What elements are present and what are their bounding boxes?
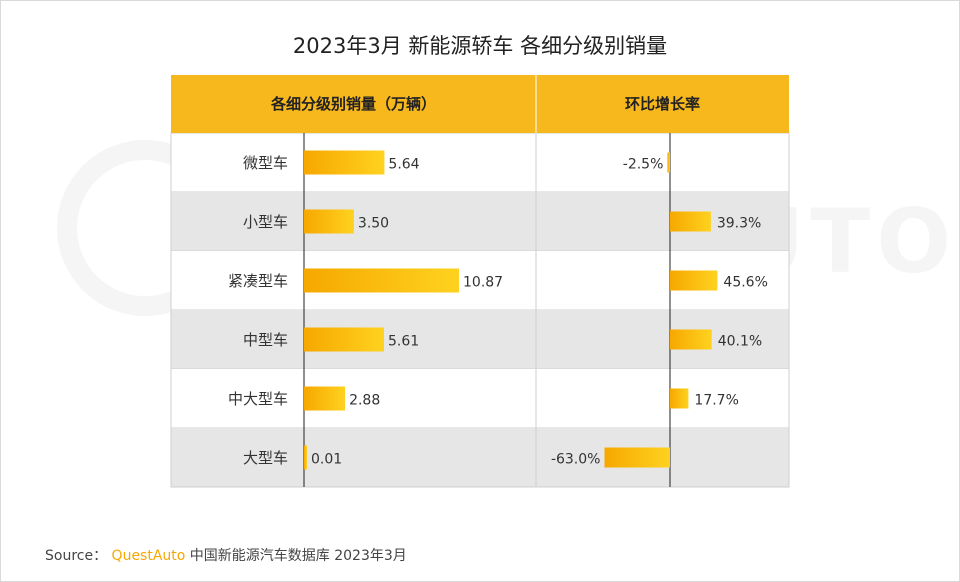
sales-bar (304, 445, 307, 470)
category-label: 中型车 (243, 331, 288, 349)
category-label: 大型车 (243, 449, 288, 467)
growth-bar (670, 270, 718, 291)
category-label: 紧凑型车 (228, 272, 288, 290)
table-row (171, 428, 789, 487)
source-brand: QuestAuto (111, 548, 186, 564)
growth-value-label: -2.5% (623, 157, 664, 173)
growth-bar (670, 211, 711, 232)
sales-bar (304, 327, 384, 352)
sales-bar (304, 386, 346, 411)
sales-bar (304, 268, 459, 293)
table-header (171, 75, 789, 133)
growth-value-label: 40.1% (718, 334, 762, 350)
category-label: 微型车 (243, 154, 288, 172)
sales-value-label: 3.50 (358, 216, 389, 232)
growth-bar (667, 152, 670, 173)
growth-value-label: 45.6% (723, 275, 767, 291)
growth-value-label: 39.3% (717, 216, 761, 232)
sales-bar (304, 150, 385, 175)
sales-value-label: 10.87 (463, 275, 503, 291)
growth-value-label: 17.7% (694, 393, 738, 409)
chart-title: 2023年3月 新能源轿车 各细分级别销量 (292, 34, 668, 58)
table-row (171, 133, 789, 192)
sales-bar (304, 209, 354, 234)
sales-value-label: 2.88 (349, 393, 380, 409)
growth-bar (604, 447, 670, 468)
sales-value-label: 0.01 (311, 452, 342, 468)
source-text: 中国新能源汽车数据库 2023年3月 (189, 548, 407, 564)
category-label: 中大型车 (228, 390, 288, 408)
source-label: Source： (45, 548, 108, 564)
source-note: Source： QuestAuto 中国新能源汽车数据库 2023年3月 (45, 545, 407, 565)
header-sales: 各细分级别销量（万辆） (270, 95, 436, 113)
growth-value-label: -63.0% (551, 452, 601, 468)
growth-bar (670, 388, 689, 409)
category-label: 小型车 (243, 213, 288, 231)
sales-value-label: 5.61 (388, 334, 419, 350)
sales-value-label: 5.64 (388, 157, 419, 173)
growth-bar (670, 329, 712, 350)
header-growth: 环比增长率 (625, 95, 700, 113)
